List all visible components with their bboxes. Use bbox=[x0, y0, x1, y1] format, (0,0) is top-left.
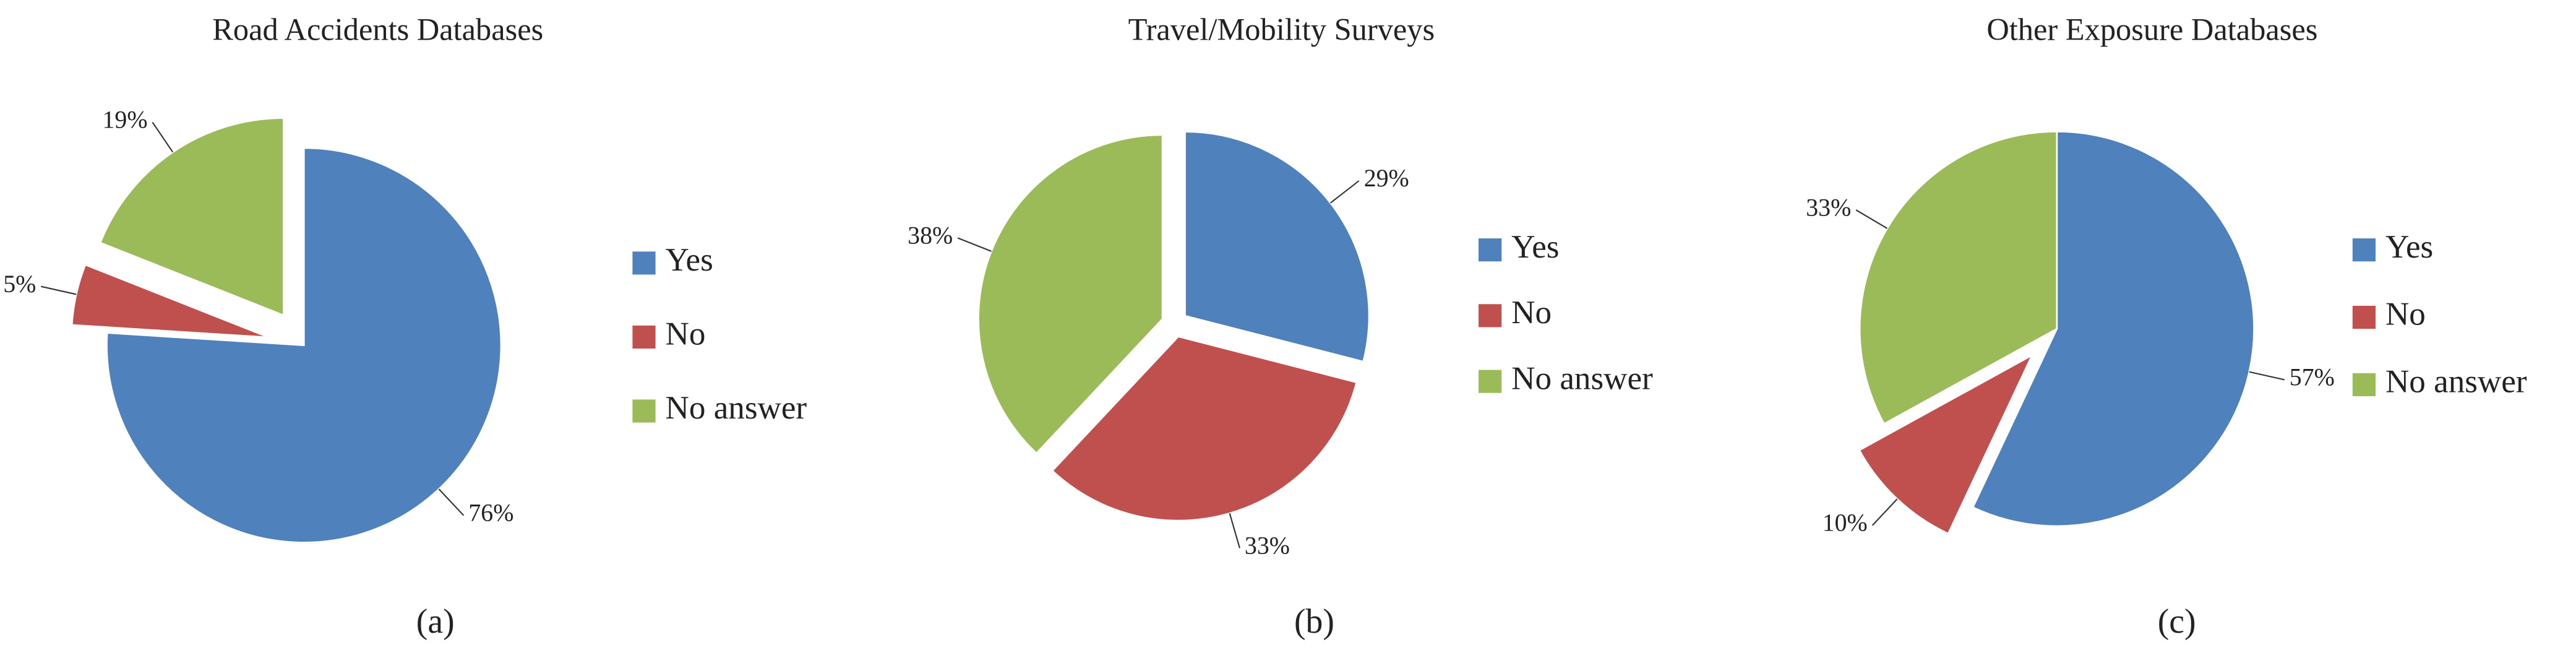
legend-swatch bbox=[1479, 370, 1502, 393]
legend-label: Yes bbox=[666, 242, 713, 278]
value-label: 5% bbox=[3, 271, 36, 298]
value-label: 76% bbox=[468, 500, 513, 527]
value-label: 19% bbox=[103, 106, 148, 134]
legend-swatch bbox=[632, 251, 656, 275]
pie-slice bbox=[1051, 336, 1358, 522]
leader-line bbox=[152, 121, 174, 153]
caption: (c) bbox=[2158, 602, 2196, 641]
legend-swatch bbox=[2352, 373, 2376, 397]
legend-swatch bbox=[1479, 304, 1502, 328]
legend-swatch bbox=[632, 325, 656, 349]
legend-label: Yes bbox=[1511, 229, 1559, 265]
leader-line bbox=[41, 285, 77, 295]
legend-label: No bbox=[666, 316, 706, 352]
pie-slice bbox=[1858, 131, 2058, 425]
leader-line bbox=[1329, 180, 1360, 204]
value-label: 57% bbox=[2290, 364, 2335, 391]
leader-line bbox=[1229, 513, 1240, 549]
legend-label: No bbox=[1511, 295, 1552, 331]
chart-title: Road Accidents Databases bbox=[212, 12, 543, 47]
value-label: 29% bbox=[1364, 165, 1409, 192]
leader-line bbox=[438, 488, 465, 516]
legend-label: No answer bbox=[666, 390, 807, 426]
legend-label: Yes bbox=[2385, 229, 2433, 265]
caption: (a) bbox=[416, 602, 455, 641]
leader-line bbox=[2249, 371, 2285, 381]
value-label: 10% bbox=[1823, 510, 1868, 537]
value-label: 33% bbox=[1806, 194, 1851, 221]
leader-line bbox=[957, 237, 992, 252]
pie-slice bbox=[1184, 131, 1370, 363]
value-label: 33% bbox=[1245, 532, 1290, 559]
pie-slice bbox=[1972, 131, 2255, 527]
legend-swatch bbox=[2352, 238, 2376, 262]
pie-slice bbox=[106, 147, 502, 544]
chart-title: Travel/Mobility Surveys bbox=[1128, 12, 1435, 47]
legend-swatch bbox=[2352, 305, 2376, 329]
legend-swatch bbox=[632, 399, 656, 423]
leader-line bbox=[1871, 498, 1898, 526]
legend-label: No answer bbox=[1511, 360, 1653, 396]
chart-title: Other Exposure Databases bbox=[1986, 12, 2317, 47]
pie-slice bbox=[977, 134, 1164, 455]
caption: (b) bbox=[1294, 602, 1334, 641]
leader-line bbox=[1855, 209, 1888, 229]
legend-swatch bbox=[1479, 238, 1502, 262]
pie-slice bbox=[71, 263, 269, 339]
legend-label: No answer bbox=[2385, 364, 2527, 400]
value-label: 38% bbox=[908, 222, 953, 249]
legend-label: No bbox=[2385, 297, 2426, 332]
